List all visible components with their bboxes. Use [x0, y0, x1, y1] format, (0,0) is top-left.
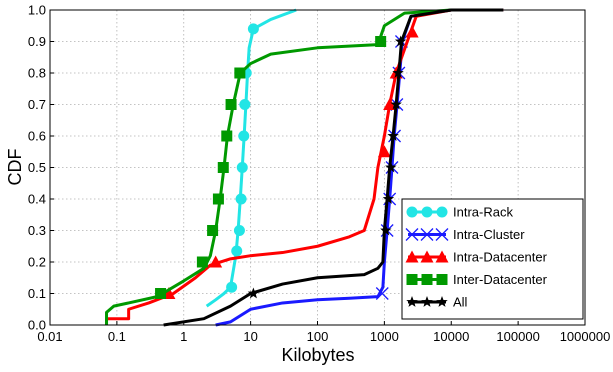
series-inter-datacenter [105, 8, 452, 325]
legend: Intra-Rack Intra-Cluster Intra-Datacenter I… [401, 198, 584, 320]
y-tick-label: 0.4 [28, 192, 46, 207]
legend-label: Intra-Datacenter [453, 250, 548, 265]
data-point-marker [212, 193, 224, 205]
y-tick-label: 0.5 [28, 160, 46, 175]
series-all [163, 8, 504, 327]
x-axis-label: Kilobytes [281, 345, 354, 365]
data-point-marker [405, 25, 419, 38]
data-point-marker [196, 256, 208, 268]
x-tick-label: 100 [307, 329, 329, 344]
y-tick-label: 0.7 [28, 97, 46, 112]
x-tick-label: 10 [243, 329, 257, 344]
grid-layer [49, 9, 586, 326]
legend-marker [405, 228, 419, 241]
legend-marker [420, 228, 434, 241]
legend-marker [436, 274, 448, 285]
data-point-marker [394, 35, 407, 47]
legend-label: All [453, 295, 468, 310]
data-point-marker [225, 99, 237, 110]
y-axis-label: CDF [5, 149, 25, 186]
data-point-marker [235, 193, 247, 205]
legend-label: Intra-Rack [453, 205, 513, 220]
legend-marker [436, 206, 448, 218]
x-tick-label: 0.01 [37, 329, 62, 344]
legend-label: Intra-Cluster [453, 227, 525, 242]
data-point-marker [217, 162, 229, 173]
y-tick-label: 0.2 [28, 255, 46, 270]
x-tick-label: 10000 [433, 329, 469, 344]
x-tick-label: 0.1 [108, 329, 126, 344]
legend-label: Inter-Datacenter [453, 272, 548, 287]
y-tick-label: 0.6 [28, 129, 46, 144]
data-point-marker [231, 245, 243, 257]
data-point-marker [380, 224, 392, 236]
legend-item: All [406, 295, 468, 310]
data-point-marker [247, 23, 259, 35]
data-point-marker [387, 130, 399, 141]
legend-item: Inter-Datacenter [406, 272, 548, 287]
data-point-marker [383, 98, 397, 110]
data-point-marker [375, 36, 387, 47]
legend-marker [421, 274, 433, 285]
legend-marker [406, 296, 418, 307]
data-point-marker [233, 225, 245, 236]
x-tick-label: 1 [180, 329, 187, 344]
y-tick-label: 0.0 [28, 318, 46, 333]
data-point-marker [239, 99, 251, 110]
series-layer [105, 8, 504, 327]
data-point-marker [392, 67, 404, 78]
legend-marker [421, 206, 433, 218]
y-tick-label: 0.9 [28, 34, 46, 49]
data-point-marker [207, 225, 219, 236]
data-point-marker [236, 162, 248, 173]
data-point-marker [221, 130, 233, 142]
x-tick-label: 1000 [370, 329, 399, 344]
data-point-marker [155, 288, 167, 299]
data-point-marker [382, 193, 395, 204]
data-point-marker [209, 255, 223, 268]
legend-item: Intra-Rack [406, 205, 513, 220]
legend-item: Intra-Cluster [405, 227, 525, 242]
data-point-marker [390, 98, 402, 110]
x-tick-label: 100000 [496, 329, 539, 344]
x-tick-label: 1000000 [560, 329, 611, 344]
legend-marker [406, 206, 418, 218]
y-tick-label: 1.0 [28, 3, 46, 18]
y-tick-label: 0.1 [28, 286, 46, 301]
legend-marker [436, 296, 448, 307]
axes-layer: 0.0 0.1 0.2 0.3 0.4 0.5 0.6 0.7 0.8 0.9 1.0 0.01 0.1… [28, 3, 610, 345]
data-point-marker [375, 287, 389, 300]
data-point-marker [238, 130, 250, 142]
data-point-marker [226, 281, 238, 293]
data-point-marker [247, 287, 260, 299]
legend-item: Intra-Datacenter [405, 250, 548, 265]
y-tick-label: 0.3 [28, 223, 46, 238]
legend-marker [405, 250, 419, 263]
legend-marker [421, 296, 433, 307]
data-point-marker [385, 161, 397, 173]
legend-marker [435, 250, 449, 263]
data-point-marker [234, 67, 246, 79]
y-tick-label: 0.8 [28, 66, 46, 81]
legend-marker [420, 250, 434, 263]
legend-marker [435, 228, 449, 241]
data-point-marker [377, 145, 391, 158]
legend-box [401, 198, 584, 320]
legend-marker [406, 274, 418, 285]
